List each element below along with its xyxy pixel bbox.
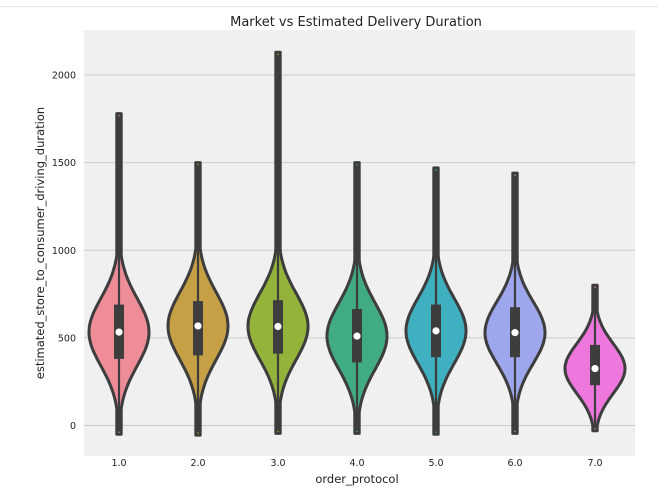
- violin-median-marker: [115, 328, 123, 336]
- violin-median-marker: [591, 364, 599, 373]
- x-axis-ticks: 1.0 2.0 3.0 4.0 5.0 6.0 7.0: [111, 458, 602, 469]
- x-tick-label: 7.0: [587, 458, 602, 469]
- x-axis-label: order_protocol: [315, 472, 398, 486]
- x-tick-label: 4.0: [349, 458, 364, 469]
- violin-median-marker: [511, 329, 519, 337]
- y-tick-label: 0: [70, 421, 76, 432]
- violin-median-marker: [353, 332, 361, 340]
- y-axis-label: estimated_store_to_consumer_driving_dura…: [33, 107, 47, 379]
- violin-median-marker: [194, 322, 202, 330]
- violin-series: [87, 50, 627, 437]
- cell-border: [0, 0, 658, 7]
- x-tick-label: 6.0: [507, 458, 522, 469]
- x-tick-label: 2.0: [190, 458, 205, 469]
- violin-median-marker: [432, 327, 440, 335]
- y-tick-label: 2000: [52, 71, 76, 82]
- y-tick-label: 1000: [52, 246, 76, 257]
- x-tick-label: 1.0: [111, 458, 126, 469]
- chart-title: Market vs Estimated Delivery Duration: [230, 15, 482, 30]
- y-tick-label: 1500: [52, 158, 76, 169]
- x-tick-label: 3.0: [270, 458, 285, 469]
- y-tick-label: 500: [58, 333, 76, 344]
- violin-median-marker: [274, 322, 282, 331]
- y-axis-ticks: 0 500 1000 1500 2000: [52, 71, 76, 433]
- x-tick-label: 5.0: [428, 458, 443, 469]
